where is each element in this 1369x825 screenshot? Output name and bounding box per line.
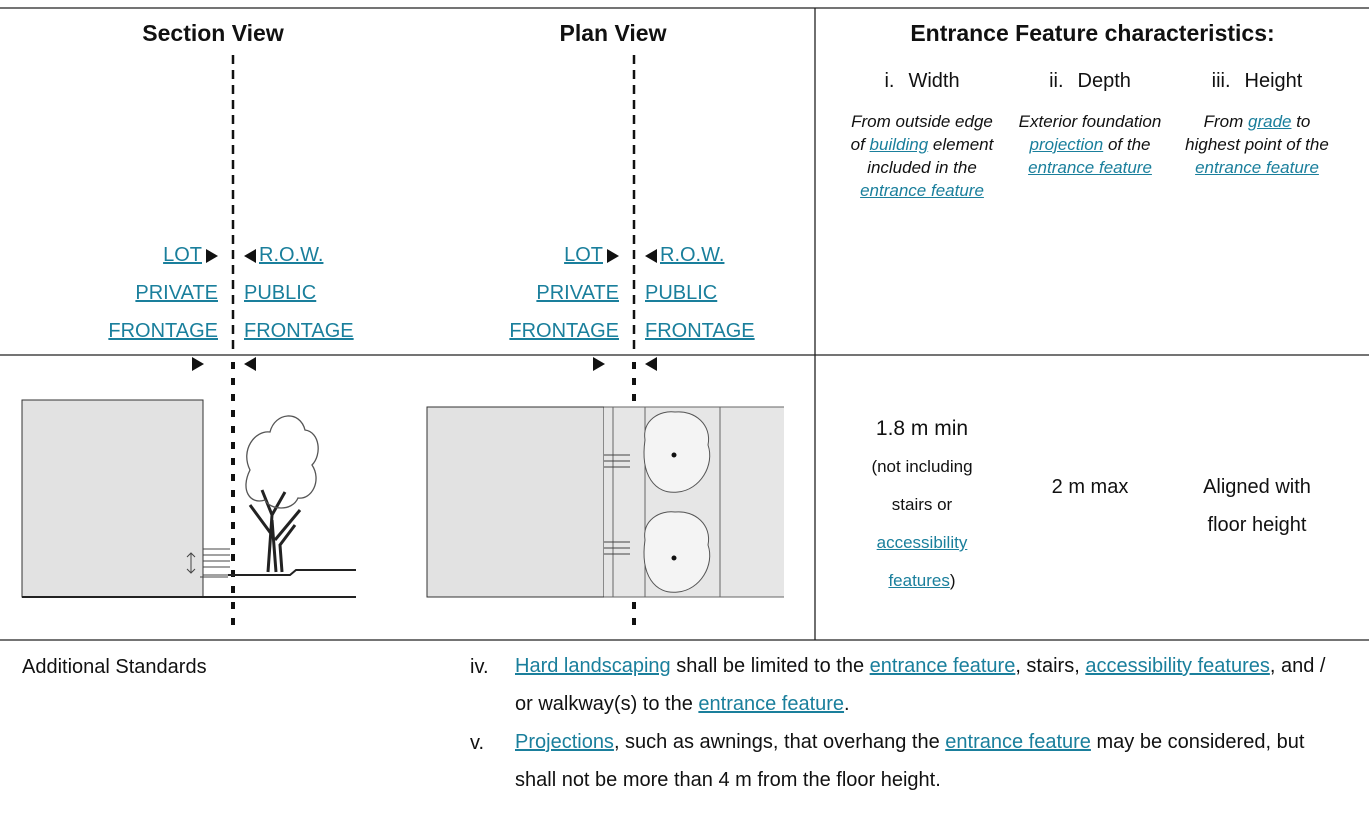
arrow	[206, 248, 218, 263]
arrow-line	[73, 350, 218, 376]
arrow	[645, 248, 657, 263]
link[interactable]: entrance feature	[945, 731, 1091, 753]
text: element included in the	[867, 135, 994, 177]
numeral: iii.	[1211, 70, 1231, 92]
text: Exterior foundation	[1018, 112, 1162, 131]
link[interactable]: entrance feature	[698, 693, 845, 715]
link[interactable]: Projections	[515, 731, 614, 753]
plan-diagram	[426, 406, 784, 598]
text: may be considered, but shall not be more…	[515, 731, 1305, 791]
text: , and / or walkway(s) to the	[515, 655, 1326, 715]
characteristic-heading: i. Width	[847, 70, 997, 93]
characteristic-name: Height	[1244, 70, 1303, 92]
lot-line: LOT	[474, 236, 619, 274]
characteristic-description: From grade to highest point of the entra…	[1182, 110, 1332, 179]
arrow	[607, 248, 619, 263]
arrow-line	[474, 350, 619, 376]
section-diagram	[21, 399, 356, 598]
link[interactable]: accessibility features	[1085, 655, 1270, 677]
characteristic-heading: iii. Height	[1182, 70, 1332, 93]
plan-view-title: Plan View	[559, 20, 667, 46]
link[interactable]: entrance feature	[869, 655, 1016, 677]
public-frontage: PUBLIC FRONTAGE	[244, 282, 354, 342]
requirement: 1.8 m min (not including stairs or access…	[847, 410, 997, 600]
row-line: R.O.W.	[645, 236, 815, 274]
text: From	[1203, 112, 1248, 131]
characteristic-name: Depth	[1077, 70, 1131, 92]
link[interactable]: building	[869, 135, 929, 154]
requirement: 2 m max	[1015, 468, 1165, 506]
private-frontage: PRIVATE FRONTAGE	[509, 282, 619, 342]
text: From outside edge of	[850, 112, 993, 154]
item-text: Hard landscaping shall be limited to the…	[515, 647, 1335, 723]
characteristic-heading: ii. Depth	[1015, 70, 1165, 93]
lot-line: LOT	[73, 236, 218, 274]
text: )	[949, 571, 956, 590]
link[interactable]: accessibility features	[876, 533, 968, 590]
link[interactable]: Hard landscaping	[515, 655, 671, 677]
row-label: R.O.W.	[259, 244, 324, 266]
text: , stairs,	[1015, 655, 1086, 677]
row-line: R.O.W.	[244, 236, 414, 274]
characteristic-description: From outside edge of building element in…	[847, 110, 997, 202]
link[interactable]: entrance feature	[1028, 158, 1152, 177]
row-side-labels: R.O.W. PUBLIC FRONTAGE	[244, 236, 414, 376]
link[interactable]: projection	[1029, 135, 1104, 154]
lot-label: LOT	[564, 244, 603, 266]
arrow-line	[645, 350, 815, 376]
lot-label: LOT	[163, 244, 202, 266]
row-side-labels: R.O.W. PUBLIC FRONTAGE	[645, 236, 815, 376]
requirement-main: Aligned with floor height	[1203, 476, 1311, 536]
text: to highest point of the	[1185, 112, 1329, 154]
arrow	[244, 248, 256, 263]
item-numeral: iv.	[470, 656, 489, 678]
requirement: Aligned with floor height	[1182, 468, 1332, 544]
requirement-note: (not including stairs or accessibility f…	[857, 448, 987, 600]
characteristic-description: Exterior foundation projection of the en…	[1015, 110, 1165, 179]
lot-side-labels: LOT PRIVATE FRONTAGE	[474, 236, 619, 376]
text: (not including stairs or	[871, 457, 973, 514]
text: shall be limited to the	[670, 655, 870, 677]
link[interactable]: entrance feature	[1195, 158, 1319, 177]
lot-side-labels: LOT PRIVATE FRONTAGE	[73, 236, 218, 376]
numeral: ii.	[1049, 70, 1064, 92]
numeral: i.	[884, 70, 895, 92]
item-text: Projections, such as awnings, that overh…	[515, 723, 1335, 799]
public-frontage: PUBLIC FRONTAGE	[645, 282, 755, 342]
row-label: R.O.W.	[660, 244, 725, 266]
additional-standards-label: Additional Standards	[22, 656, 207, 678]
characteristics-title: Entrance Feature characteristics:	[910, 20, 1275, 46]
item-numeral: v.	[470, 732, 485, 754]
text: , such as awnings, that overhang the	[613, 731, 946, 753]
text: .	[844, 693, 850, 715]
text: of the	[1103, 135, 1151, 154]
link[interactable]: entrance feature	[860, 181, 984, 200]
characteristic-name: Width	[908, 70, 960, 92]
section-view-title: Section View	[142, 20, 284, 46]
link[interactable]: grade	[1248, 112, 1292, 131]
requirement-main: 1.8 m min	[875, 417, 969, 440]
private-frontage: PRIVATE FRONTAGE	[108, 282, 218, 342]
arrow-line	[244, 350, 414, 376]
requirement-main: 2 m max	[1051, 476, 1129, 498]
